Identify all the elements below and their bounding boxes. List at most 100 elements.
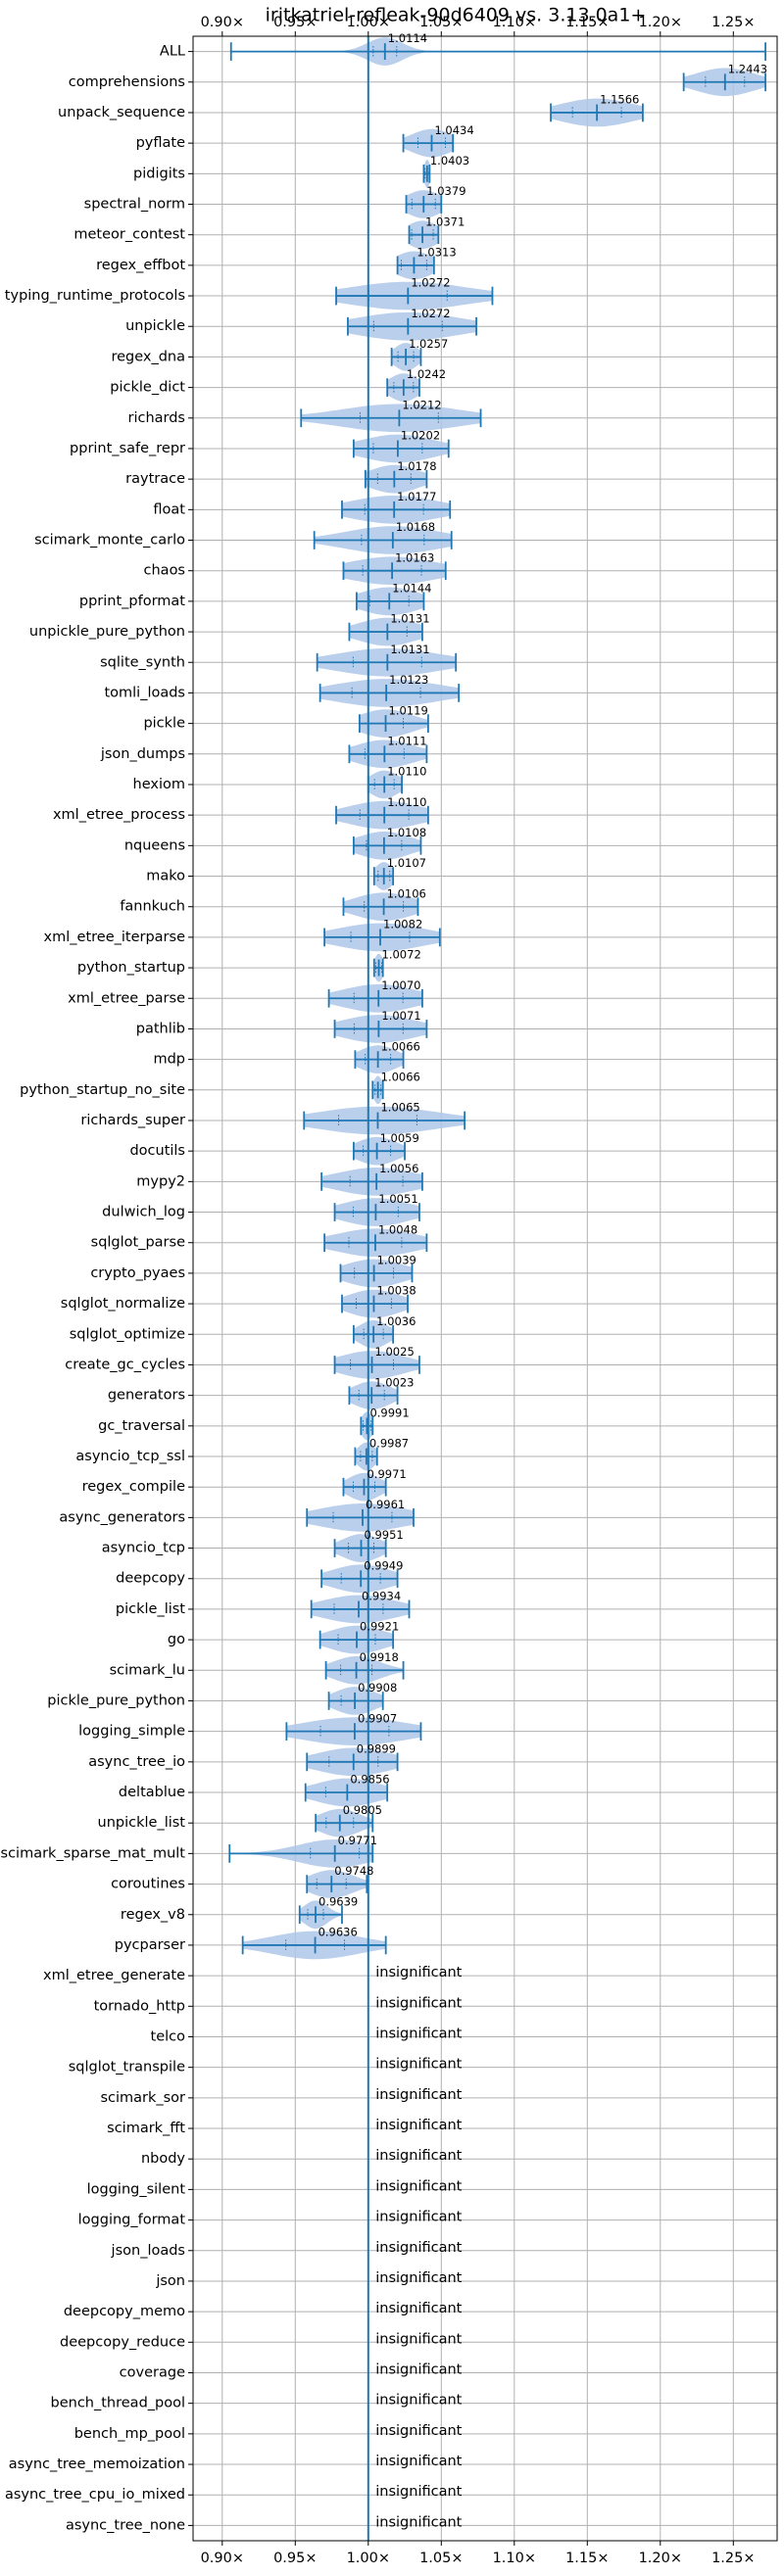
category-label: async_tree_memoization	[9, 2457, 185, 2472]
x-tick-label-top: 1.10×	[493, 15, 536, 30]
category-label: pickle_dict	[110, 380, 185, 396]
x-tick-label-bottom: 1.20×	[639, 2551, 682, 2566]
category-label: pickle	[143, 716, 185, 732]
x-tick-label-top: 1.05×	[419, 15, 463, 30]
category-label: richards_super	[80, 1113, 185, 1128]
category-label: coverage	[120, 2364, 185, 2380]
category-label: xml_etree_parse	[68, 990, 185, 1006]
category-label: spectral_norm	[84, 197, 185, 213]
value-label: 1.0107	[387, 856, 426, 870]
insignificant-label: insignificant	[375, 2270, 462, 2286]
category-label: create_gc_cycles	[65, 1357, 185, 1372]
value-label: 1.0272	[411, 307, 450, 320]
category-label: deepcopy	[116, 1571, 185, 1587]
category-label: pprint_pformat	[79, 594, 185, 609]
category-label: dulwich_log	[102, 1205, 185, 1220]
category-label: unpickle_pure_python	[29, 624, 185, 640]
category-label: regex_dna	[111, 349, 185, 364]
value-label: 1.0242	[407, 367, 446, 381]
value-label: 1.0257	[409, 337, 448, 351]
value-label: 1.1566	[600, 93, 639, 107]
value-label: 1.0066	[381, 1070, 420, 1083]
value-label: 1.0119	[389, 703, 428, 717]
category-label: scimark_sparse_mat_mult	[1, 1845, 186, 1861]
value-label: 1.0177	[397, 490, 436, 503]
x-tick-label-top: 1.25×	[711, 15, 755, 30]
category-label: async_tree_cpu_io_mixed	[5, 2487, 185, 2503]
category-label: xml_etree_generate	[43, 1968, 185, 1983]
category-label: meteor_contest	[74, 227, 185, 243]
category-label: gc_traversal	[98, 1418, 185, 1434]
category-label: sqlglot_optimize	[70, 1326, 185, 1342]
category-label: mdp	[153, 1052, 185, 1068]
category-label: sqlglot_transpile	[69, 2060, 185, 2075]
x-tick-label-bottom: 1.00×	[347, 2551, 390, 2566]
value-label: 1.0111	[387, 734, 426, 747]
insignificant-label: insignificant	[375, 2178, 462, 2194]
insignificant-label: insignificant	[375, 2423, 462, 2439]
category-label: telco	[151, 2028, 186, 2044]
value-label: 0.9899	[357, 1741, 396, 1755]
category-label: tomli_loads	[104, 685, 185, 700]
category-label: mako	[146, 869, 185, 884]
category-label: nqueens	[124, 837, 185, 853]
category-label: unpickle	[125, 318, 185, 334]
value-label: 0.9961	[366, 1498, 405, 1511]
insignificant-label: insignificant	[375, 2393, 462, 2409]
category-label: scimark_sor	[100, 2090, 185, 2106]
x-tick-label-bottom: 1.10×	[493, 2551, 536, 2566]
x-tick-label-bottom: 1.15×	[565, 2551, 609, 2566]
violin-layer	[228, 37, 766, 1960]
value-label: 1.0212	[402, 398, 441, 411]
x-tick-label-bottom: 0.90×	[201, 2551, 244, 2566]
value-label: 1.0202	[401, 429, 440, 443]
value-label: 0.9805	[343, 1803, 382, 1817]
category-label: xml_etree_iterparse	[44, 930, 186, 945]
grid-layer	[193, 36, 777, 2541]
category-label: asyncio_tcp_ssl	[75, 1449, 185, 1464]
value-label: 1.2443	[728, 62, 767, 75]
category-label: pprint_safe_repr	[70, 441, 185, 456]
category-label: json_dumps	[100, 746, 185, 762]
value-label: 1.0082	[383, 918, 422, 931]
category-label: nbody	[141, 2151, 185, 2167]
value-label: 1.0178	[397, 459, 436, 473]
value-label: 1.0023	[374, 1375, 414, 1389]
x-tick-label-top: 1.15×	[565, 15, 609, 30]
value-label: 1.0403	[430, 154, 469, 167]
value-label: 1.0066	[381, 1039, 420, 1053]
insignificant-label: insignificant	[375, 2514, 462, 2530]
value-label: 1.0059	[380, 1131, 419, 1145]
category-label: deltablue	[119, 1785, 185, 1800]
value-label: 1.0108	[387, 826, 426, 839]
value-label: 0.9949	[364, 1558, 403, 1572]
plot-frame	[192, 35, 778, 2542]
value-label: 1.0071	[381, 1009, 420, 1023]
value-label: 0.9748	[334, 1864, 373, 1878]
chart-title: iritkatriel-refleak-90d6409 vs. 3.13.0a1…	[266, 5, 647, 26]
value-label: 1.0048	[378, 1222, 417, 1236]
insignificant-label: insignificant	[375, 2026, 462, 2041]
insignificant-label: insignificant	[375, 2361, 462, 2377]
insignificant-label: insignificant	[375, 2454, 462, 2469]
category-label: regex_v8	[121, 1907, 185, 1923]
value-label: 1.0056	[379, 1162, 418, 1175]
category-label: logging_format	[78, 2213, 186, 2228]
value-label: 1.0131	[390, 643, 429, 656]
category-label: xml_etree_process	[53, 807, 185, 823]
category-label: pickle_pure_python	[47, 1693, 185, 1708]
category-label: typing_runtime_protocols	[5, 288, 185, 304]
value-label: 1.0123	[389, 673, 428, 687]
x-tick-label-top: 0.90×	[201, 15, 244, 30]
value-label: 0.9991	[369, 1406, 409, 1419]
value-label: 1.0379	[426, 184, 466, 198]
category-label: python_startup_no_site	[20, 1082, 185, 1098]
insignificant-label: insignificant	[375, 2301, 462, 2316]
value-label: 0.9971	[367, 1467, 406, 1481]
category-label: json_loads	[111, 2243, 185, 2259]
value-label: 1.0371	[425, 215, 465, 228]
category-label: async_generators	[59, 1509, 185, 1525]
x-tick-label-top: 0.95×	[273, 15, 317, 30]
value-label: 1.0110	[387, 765, 426, 779]
category-label: logging_simple	[78, 1724, 185, 1740]
